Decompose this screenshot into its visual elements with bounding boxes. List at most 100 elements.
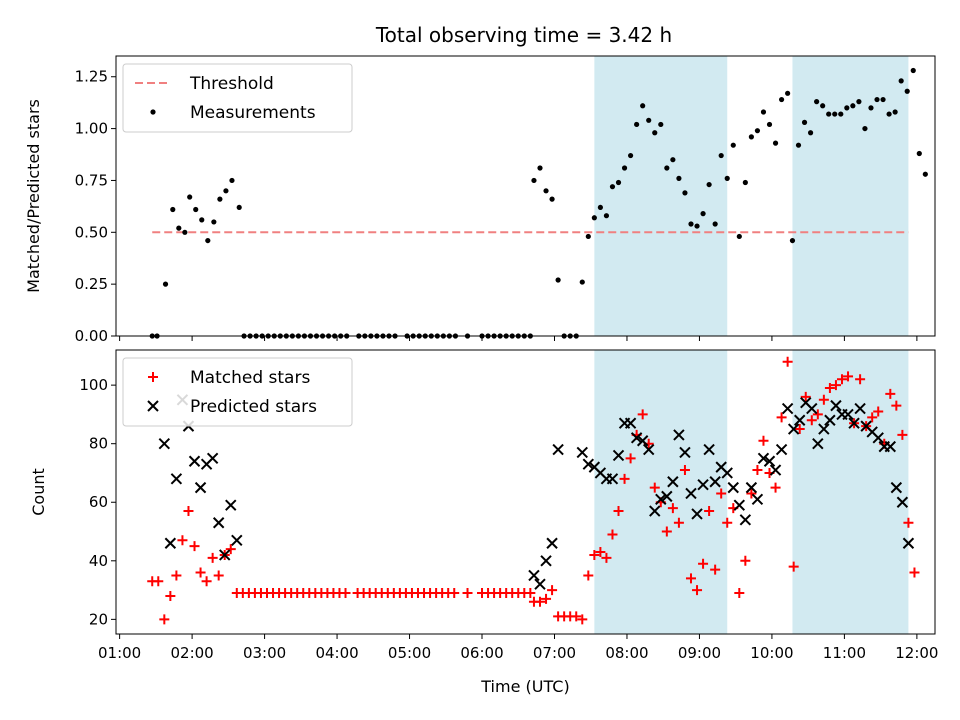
matched-star-point — [601, 552, 612, 563]
measurement-point — [555, 277, 561, 283]
measurement-point — [236, 204, 242, 211]
matched-star-point — [225, 544, 236, 555]
measurement-point — [772, 140, 779, 146]
legend-box — [122, 357, 353, 427]
predicted-star-point — [781, 402, 794, 415]
measurement-point — [880, 96, 886, 103]
predicted-star-point — [661, 490, 673, 503]
x-tick-label: 07:00 — [533, 644, 576, 662]
measurement-point — [916, 150, 922, 157]
bottom-panel: 20 40 60 80 100 01:00 02:00 03:00 04:00 05:00 06:… — [29, 349, 938, 696]
matched-star-point — [758, 435, 769, 446]
matched-star-point — [812, 409, 823, 420]
matched-star-point — [830, 380, 841, 391]
y-tick-label: 0.75 — [75, 171, 108, 189]
matched-star-point — [213, 570, 224, 581]
measurement-point — [615, 179, 622, 186]
bottom-y-ticks: 20 40 60 80 100 — [79, 376, 116, 628]
matched-star-point — [909, 567, 920, 578]
predicted-star-point — [685, 487, 697, 500]
measurement-point — [718, 152, 724, 159]
measurement-point — [199, 217, 205, 223]
predicted-star-point — [830, 399, 842, 412]
matched-star-point — [649, 482, 660, 493]
matched-star-point — [752, 465, 763, 476]
predicted-star-point — [709, 476, 721, 488]
predicted-star-point — [697, 478, 709, 491]
measurement-point — [187, 194, 193, 200]
predicted-star-point — [219, 549, 231, 561]
predicted-star-point — [679, 446, 691, 459]
predicted-star-point — [745, 481, 758, 494]
x-tick-label: 06:00 — [460, 644, 503, 662]
matched-star-point — [613, 506, 624, 517]
y-tick-label: 0.50 — [75, 223, 108, 241]
measurement-point — [910, 67, 916, 74]
measurement-point — [807, 130, 814, 136]
legend-box — [122, 63, 353, 133]
predicted-star-point — [624, 417, 637, 429]
x-tick-label: 08:00 — [605, 644, 648, 662]
matched-star-point — [577, 614, 588, 625]
top-measurement-marks — [149, 67, 928, 339]
bottom-plot-frame — [115, 349, 936, 635]
measurement-point — [736, 233, 742, 240]
measurement-point — [531, 177, 537, 184]
y-tick-label: 40 — [89, 552, 108, 570]
predicted-star-point — [872, 432, 884, 444]
bottom-count-marks — [147, 356, 920, 625]
measurement-point — [205, 237, 211, 244]
matched-star-point — [637, 409, 648, 420]
measurement-point — [922, 171, 928, 177]
predicted-star-point — [582, 458, 595, 470]
measurement-point — [778, 96, 785, 103]
predicted-star-point — [655, 493, 667, 506]
predicted-star-point — [896, 496, 909, 508]
matched-star-point — [589, 549, 600, 560]
matched-star-point — [867, 412, 878, 423]
legend-entry-label: Measurements — [190, 103, 316, 123]
predicted-star-point — [636, 435, 649, 447]
predicted-star-point — [854, 402, 866, 415]
matched-star-point — [788, 561, 799, 572]
predicted-star-point — [794, 414, 806, 426]
measurement-point — [856, 99, 862, 105]
matched-star-point — [189, 541, 200, 552]
matched-star-point — [165, 590, 176, 601]
measurement-point — [688, 221, 694, 227]
matched-star-point — [462, 588, 473, 599]
measurement-point — [627, 152, 634, 159]
matched-star-point — [661, 526, 672, 537]
x-tick-label: 03:00 — [243, 644, 286, 662]
bottom-y-axis-label: Count — [29, 468, 48, 516]
predicted-star-point — [824, 414, 836, 426]
measurement-point — [223, 188, 229, 194]
predicted-star-point — [733, 499, 746, 511]
shaded-interval-2 — [792, 350, 909, 634]
predicted-star-point — [890, 481, 903, 494]
matched-star-point — [177, 535, 188, 546]
y-tick-label: 60 — [89, 493, 108, 511]
top-y-ticks: 0.00 0.25 0.50 0.75 1.00 1.25 — [75, 68, 116, 345]
measurement-point — [801, 119, 808, 125]
predicted-star-point — [225, 499, 237, 511]
top-shaded-intervals — [594, 56, 909, 336]
measurement-point — [597, 204, 603, 211]
measurement-point — [754, 128, 761, 134]
predicted-star-point — [757, 452, 770, 465]
matched-star-point — [800, 391, 811, 402]
measurement-point — [832, 111, 838, 117]
measurement-point — [844, 105, 850, 111]
predicted-star-point — [164, 537, 177, 549]
predicted-star-point — [170, 473, 183, 485]
matched-star-point — [818, 394, 829, 405]
predicted-star-point — [643, 443, 655, 456]
x-tick-label: 11:00 — [823, 644, 866, 662]
measurement-point — [537, 165, 543, 171]
measurement-point — [229, 177, 235, 184]
legend-plus-swatch — [148, 372, 158, 382]
measurement-point — [543, 188, 549, 194]
predicted-star-point — [534, 578, 546, 590]
x-tick-label: 12:00 — [895, 644, 938, 662]
predicted-star-point — [212, 517, 225, 529]
